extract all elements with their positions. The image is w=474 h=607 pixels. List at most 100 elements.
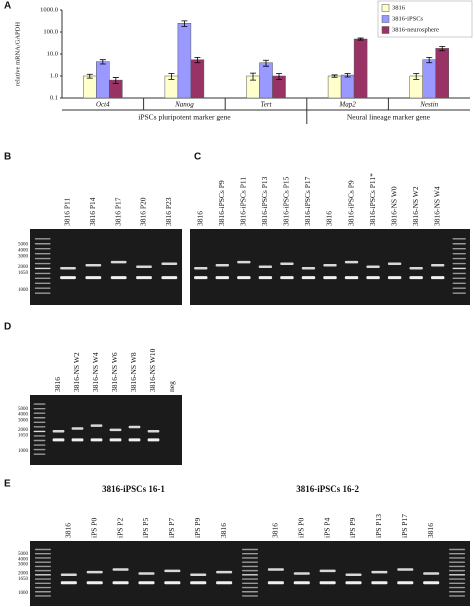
ladder-size: 2000	[18, 572, 29, 577]
lane-label: iPS P0	[89, 518, 98, 538]
ladder-band	[34, 548, 51, 551]
band	[52, 438, 65, 442]
error-bar	[194, 57, 201, 64]
band	[215, 263, 229, 267]
error-bar	[426, 57, 433, 64]
band	[409, 267, 423, 270]
lane-label: iPS P7	[167, 518, 176, 538]
ladder-band	[34, 582, 51, 584]
ladder-size: 1000	[18, 591, 29, 596]
lane-label: 3816-iPSCs P11	[239, 177, 248, 226]
band	[387, 262, 402, 265]
band	[60, 581, 77, 585]
ladder-band	[34, 238, 51, 240]
band	[112, 581, 129, 585]
ladder-band	[241, 565, 259, 568]
band	[267, 581, 284, 585]
x-tick-label: Map2	[338, 101, 356, 109]
band	[110, 260, 127, 264]
gel-image	[30, 395, 182, 465]
group-label: Neural lineage marker gene	[347, 113, 431, 122]
legend-swatch	[381, 26, 390, 34]
band	[319, 581, 336, 585]
gel-group-title: 3816-iPSCs 16-1	[102, 484, 165, 494]
lane-label: iPS P2	[115, 518, 124, 538]
error-bar	[263, 59, 269, 67]
lane-label: 3816-NS W8	[129, 352, 138, 392]
band	[60, 276, 76, 280]
ladder-band	[34, 586, 51, 589]
x-tick-label: Tert	[260, 101, 272, 109]
band	[60, 573, 77, 576]
lane-label: 3816	[426, 523, 435, 538]
error-bar	[344, 73, 351, 78]
ladder-band	[34, 561, 51, 563]
ladder-band	[33, 430, 46, 433]
ladder-band	[34, 252, 51, 255]
lane-label: 3816-NS W10	[148, 348, 157, 392]
ladder-band	[449, 557, 466, 559]
band	[138, 581, 155, 585]
error-bar	[413, 73, 420, 80]
ladder-band	[33, 448, 46, 451]
ladder-band	[452, 277, 466, 280]
x-tick-label: Nanog	[174, 101, 194, 109]
bar	[177, 22, 192, 99]
legend-swatch	[381, 15, 390, 23]
band	[90, 438, 103, 442]
lane-label: 3816-NS W2	[72, 352, 81, 392]
band	[194, 276, 208, 280]
lane-label: iPS P13	[374, 514, 383, 538]
lane-label: 3816-iPSCs P13	[260, 176, 269, 226]
band	[397, 581, 414, 585]
legend-swatch	[381, 4, 390, 12]
x-tick-label: Nestin	[419, 101, 438, 109]
ladder-band	[452, 292, 466, 294]
ladder-band	[452, 267, 466, 270]
ladder-band	[33, 444, 46, 446]
legend-label: 3816	[392, 4, 406, 11]
lane-label: 3816-NS W4	[91, 352, 100, 392]
ladder-size: 1650	[18, 577, 29, 582]
band	[371, 570, 388, 574]
bar	[353, 38, 368, 99]
band	[164, 569, 181, 573]
band	[319, 569, 336, 573]
band	[371, 581, 388, 585]
legend-box	[377, 0, 473, 38]
ladder-band	[452, 238, 466, 240]
ladder-band	[34, 272, 51, 275]
band	[293, 572, 310, 575]
ladder-size: 1650	[18, 271, 29, 276]
ladder-band	[241, 557, 259, 559]
band	[128, 438, 141, 442]
ladder-band	[452, 262, 466, 265]
ladder-band	[34, 553, 51, 555]
band	[423, 581, 440, 585]
ladder-band	[34, 569, 51, 572]
band	[387, 276, 402, 280]
lane-label: 3816 P17	[113, 197, 122, 226]
ladder-size: 4000	[18, 557, 29, 562]
band	[423, 572, 440, 575]
error-bar	[86, 73, 93, 79]
band	[293, 581, 310, 585]
lane-label: 3816-NS W0	[389, 186, 398, 226]
error-bar	[357, 37, 364, 41]
band	[409, 276, 423, 280]
y-tick-label: 100.0	[43, 28, 58, 35]
band	[136, 276, 152, 280]
band	[109, 438, 122, 442]
legend-label: 3816-iPSCs	[392, 15, 424, 22]
bar	[83, 75, 97, 99]
ladder-band	[452, 252, 466, 255]
ladder-band	[449, 569, 466, 572]
band	[90, 424, 103, 427]
ladder-size: 1000	[18, 288, 29, 293]
band	[345, 573, 362, 576]
band	[397, 568, 414, 571]
ladder-band	[34, 591, 51, 593]
lane-label: 3816-iPSCs P15	[282, 176, 291, 226]
